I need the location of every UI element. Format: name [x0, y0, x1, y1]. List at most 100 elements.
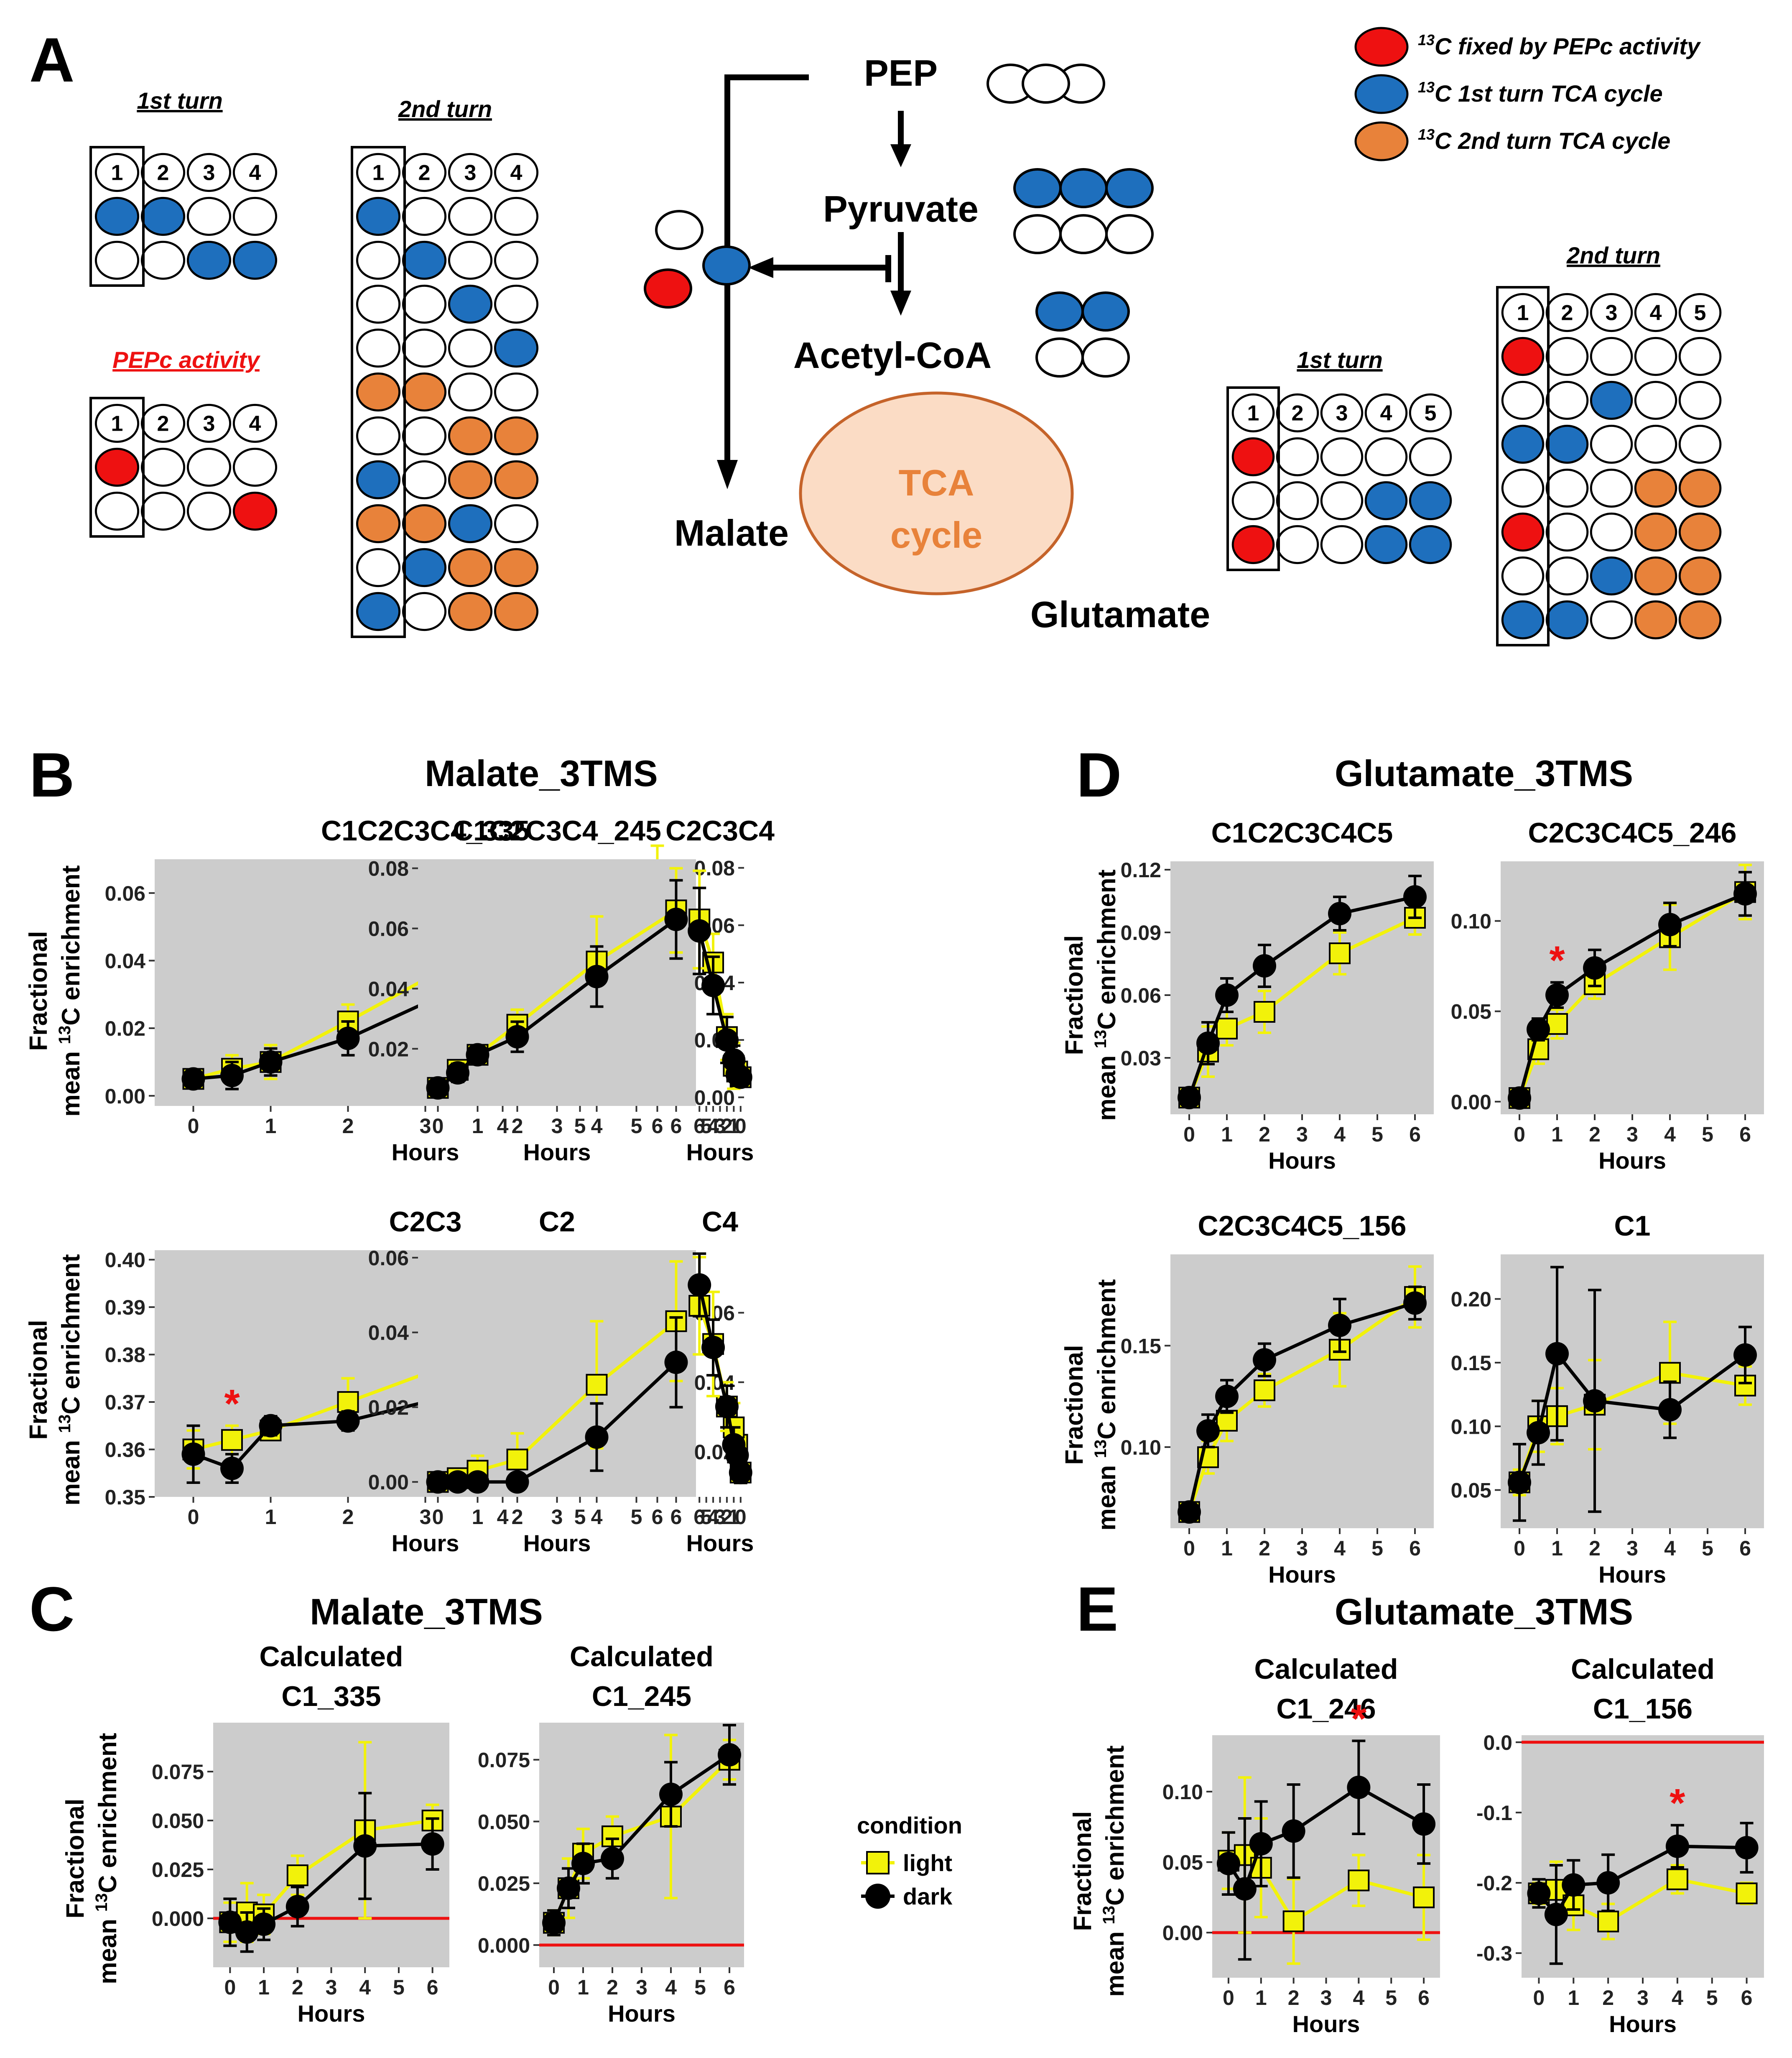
x-tick-label: 6: [1739, 1537, 1751, 1560]
x-tick-label: 2: [512, 1114, 523, 1138]
point-dark: [1328, 1313, 1351, 1337]
carbon-atom: [1545, 512, 1589, 552]
panel-label-a: A: [29, 25, 74, 95]
y-tick-label: 0.05: [1451, 1479, 1491, 1502]
point-dark: [664, 1351, 688, 1374]
carbon-atom: [232, 491, 278, 531]
x-tick-label: 1: [265, 1505, 277, 1529]
carbon-atom: [402, 416, 447, 456]
carbon-atom: [94, 447, 140, 487]
x-tick-label: 5: [1371, 1537, 1383, 1560]
series-dark: [688, 886, 752, 1089]
carbon-header-circle: [186, 153, 232, 192]
y-tick-label: 0.075: [478, 1749, 530, 1772]
chart-title: C1C2C3C4C5: [1211, 817, 1393, 849]
y-tick-label: 0.39: [105, 1296, 145, 1319]
carbon-atom: [1501, 512, 1545, 552]
point-dark: [1545, 983, 1569, 1007]
carbon-atom: [94, 197, 140, 236]
arrow-heads: [717, 144, 911, 489]
carbon-atom: [1276, 437, 1319, 477]
carbon-atom: [448, 592, 493, 631]
y-tick-label: 0.000: [478, 1934, 530, 1957]
y-tick-label: 0.12: [1121, 858, 1161, 882]
chart-e1: Calculated C1_246 0.00 0.05 0.10 0 1 2 3 4 5 6 Hours…: [1162, 1653, 1440, 2037]
carbon-atom: [402, 548, 447, 587]
carbon-number: 1: [111, 412, 123, 436]
point-dark: [688, 919, 711, 943]
point-dark: [1527, 1017, 1550, 1041]
series-dark: [1508, 871, 1757, 1110]
carbon-atom: [1364, 481, 1408, 521]
x-tick-label: 6: [1409, 1537, 1421, 1560]
point-dark: [571, 1851, 595, 1875]
point-dark: [505, 1470, 529, 1494]
point-dark: [1249, 1832, 1273, 1856]
plot-background: [1522, 1735, 1764, 1978]
carbon-atom: [1276, 481, 1319, 521]
carbon-atom: [1678, 600, 1722, 640]
carbon-number: 2: [157, 412, 169, 436]
y-tick-label: 0.00: [368, 1471, 409, 1494]
point-light: [1254, 1379, 1275, 1402]
malate-label: Malate: [674, 512, 789, 554]
carbon-atom: [356, 460, 401, 500]
x-tick-label: 4: [707, 1505, 719, 1529]
point-dark: [1216, 1851, 1240, 1875]
x-tick-label: 0: [1183, 1537, 1195, 1560]
x-tick-label: 0: [188, 1114, 199, 1138]
x-tick-label: 3: [1296, 1123, 1308, 1146]
x-tick-label: 4: [707, 1114, 719, 1138]
x-tick-label: 3: [326, 1976, 337, 1999]
chart-title: C1C2C3C4_245: [453, 815, 661, 847]
carbon-number: 3: [1336, 401, 1348, 426]
point-dark: [1215, 983, 1239, 1007]
carbon-atom: [1231, 525, 1275, 564]
carbon-atom: [1545, 468, 1589, 508]
carbon-atom: [356, 240, 401, 280]
series-dark: [1216, 1739, 1436, 1961]
y-tick-label: -0.3: [1476, 1942, 1512, 1965]
x-tick-label: 4: [497, 1505, 509, 1529]
x-tick-label: 5: [1702, 1123, 1713, 1146]
carbon-header-circle: [402, 153, 447, 192]
y-tick-label: 0.10: [1121, 1436, 1161, 1459]
point-dark: [220, 1456, 244, 1480]
point-dark: [505, 1025, 529, 1049]
point-dark: [557, 1876, 580, 1900]
y-tick-label: 0.10: [1451, 910, 1491, 933]
y-tick-label: 0.15: [1121, 1334, 1161, 1358]
x-tick-label: 6: [693, 1114, 705, 1138]
point-dark: [259, 1050, 283, 1074]
carbon-atom: [1545, 424, 1589, 464]
carbon-header-circle: [448, 153, 493, 192]
chart-d1: C1C2C3C4C5 0.03 0.06 0.09 0.12 0 1 2 3 4 5 6 Hours: [1121, 817, 1434, 1174]
x-axis-label: Hours: [1609, 2011, 1677, 2037]
schematic-legend: 13C fixed by PEPc activity 13C 1st turn …: [1354, 27, 1701, 161]
x-tick-label: 0: [188, 1505, 199, 1529]
pathway-molecules: [644, 64, 1154, 378]
carbon-number: 4: [510, 161, 523, 185]
significance-star: *: [224, 1381, 240, 1426]
point-dark: [659, 1782, 683, 1806]
x-tick-label: 1: [728, 1505, 739, 1529]
carbon-atom: [1501, 337, 1545, 376]
chart-title: C2C3C4C5_156: [1198, 1210, 1407, 1242]
x-tick-label: 2: [1288, 1986, 1300, 2009]
carbon-number: 5: [1694, 301, 1706, 325]
point-light: [1216, 1018, 1238, 1039]
y-tick-label: 0.02: [368, 1396, 409, 1419]
point-dark: [1253, 1348, 1276, 1372]
x-tick-label: 4: [591, 1114, 603, 1138]
ylabel-e-line2: mean 13C enrichment: [1100, 1745, 1129, 1997]
ylabel-d-bottom-line1: Fractional: [1060, 1345, 1088, 1465]
carbon-atom: [1590, 380, 1633, 420]
chart-title: C2C3C4: [665, 815, 775, 847]
chart-title: C1: [1614, 1210, 1651, 1242]
carbon-header-circle: [494, 153, 539, 192]
carbon-atom: [1501, 424, 1545, 464]
ylabel-b-top-line2: mean 13C enrichment: [56, 865, 85, 1116]
x-tick-label: 3: [1296, 1537, 1308, 1560]
point-dark: [1733, 882, 1757, 906]
